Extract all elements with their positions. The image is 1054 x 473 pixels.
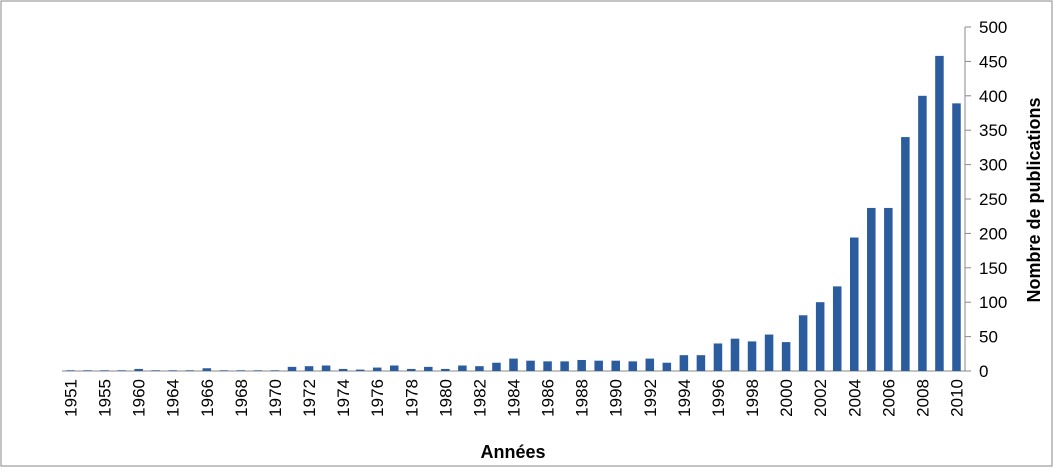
bar: [526, 360, 535, 371]
y-tick-label: 300: [979, 156, 1007, 175]
bar: [321, 365, 331, 371]
bar: [832, 286, 842, 371]
bar: [577, 359, 586, 371]
x-tick-label: 1990: [607, 379, 626, 417]
y-tick-label: 400: [979, 87, 1007, 106]
y-axis-title: Nombre de publications: [1024, 97, 1044, 302]
bar: [424, 366, 433, 371]
bar: [253, 370, 263, 371]
bar: [134, 368, 143, 371]
x-tick-label: 1955: [96, 379, 115, 417]
bar: [815, 302, 825, 371]
x-tick-label: 1974: [334, 379, 353, 417]
y-tick-label: 100: [979, 293, 1007, 312]
bar: [679, 355, 689, 371]
bar: [168, 370, 178, 371]
bar: [730, 338, 740, 371]
x-tick-label: 2002: [811, 379, 830, 417]
bar: [492, 362, 501, 371]
bar: [781, 342, 791, 371]
bar: [304, 366, 314, 371]
bar: [270, 370, 280, 371]
x-tick-label: 1998: [743, 379, 762, 417]
bar: [338, 368, 348, 371]
bar: [713, 343, 723, 371]
y-tick-label: 200: [979, 224, 1007, 243]
x-tick-label: 1966: [198, 379, 217, 417]
x-tick-label: 2004: [845, 379, 864, 417]
x-axis-title: Années: [480, 442, 545, 462]
y-tick-label: 0: [979, 362, 988, 381]
bar: [509, 358, 518, 371]
y-tick-label: 250: [979, 190, 1007, 209]
x-tick-label: 2008: [913, 379, 932, 417]
bar: [849, 237, 859, 371]
x-tick-label: 1980: [436, 379, 455, 417]
bar: [185, 370, 195, 371]
x-tick-label: 2000: [777, 379, 796, 417]
x-tick-label: 1996: [709, 379, 728, 417]
x-tick-label: 1986: [539, 379, 558, 417]
x-tick-label: 1994: [675, 379, 694, 417]
x-tick-label: 1988: [573, 379, 592, 417]
y-tick-label: 50: [979, 328, 998, 347]
x-tick-label: 1978: [402, 379, 421, 417]
bar: [662, 362, 672, 371]
bar: [543, 361, 552, 371]
bar: [83, 370, 92, 371]
bar: [389, 365, 399, 371]
bar: [918, 95, 927, 372]
bar: [611, 360, 620, 371]
x-tick-label: 1960: [130, 379, 149, 417]
x-tick-label: 1968: [232, 379, 251, 417]
bar: [935, 55, 944, 372]
x-tick-label: 1970: [266, 379, 285, 417]
y-tick-label: 150: [979, 259, 1007, 278]
bar: [407, 368, 416, 371]
bar: [952, 103, 961, 372]
x-tick-label: 1972: [300, 379, 319, 417]
x-tick-label: 2010: [947, 379, 966, 417]
bar: [117, 370, 126, 371]
bar: [798, 315, 808, 371]
bar: [151, 370, 160, 371]
x-tick-label: 1992: [641, 379, 660, 417]
y-tick-label: 350: [979, 121, 1007, 140]
bar: [441, 368, 450, 371]
bar: [458, 365, 467, 371]
bar: [475, 366, 484, 371]
bar: [884, 207, 893, 371]
bar: [645, 358, 655, 371]
bar: [594, 360, 603, 371]
y-tick-label: 500: [979, 18, 1007, 37]
x-tick-label: 2006: [879, 379, 898, 417]
bar: [696, 355, 706, 371]
bar: [901, 137, 910, 371]
bar: [202, 368, 212, 371]
bar: [100, 370, 109, 371]
bar: [66, 370, 75, 371]
bar: [219, 370, 229, 371]
bar: [867, 207, 876, 371]
x-tick-label: 1984: [505, 379, 524, 417]
x-tick-label: 1982: [470, 379, 489, 417]
x-tick-label: 1964: [164, 379, 183, 417]
bar: [355, 369, 365, 371]
bar: [236, 370, 246, 371]
y-tick-label: 450: [979, 52, 1007, 71]
bar: [747, 341, 757, 371]
x-tick-label: 1951: [62, 379, 81, 417]
bar: [764, 334, 774, 371]
x-tick-label: 1976: [368, 379, 387, 417]
bar: [372, 367, 382, 371]
bar: [628, 361, 638, 371]
bar: [560, 361, 569, 371]
bar: [287, 366, 297, 371]
